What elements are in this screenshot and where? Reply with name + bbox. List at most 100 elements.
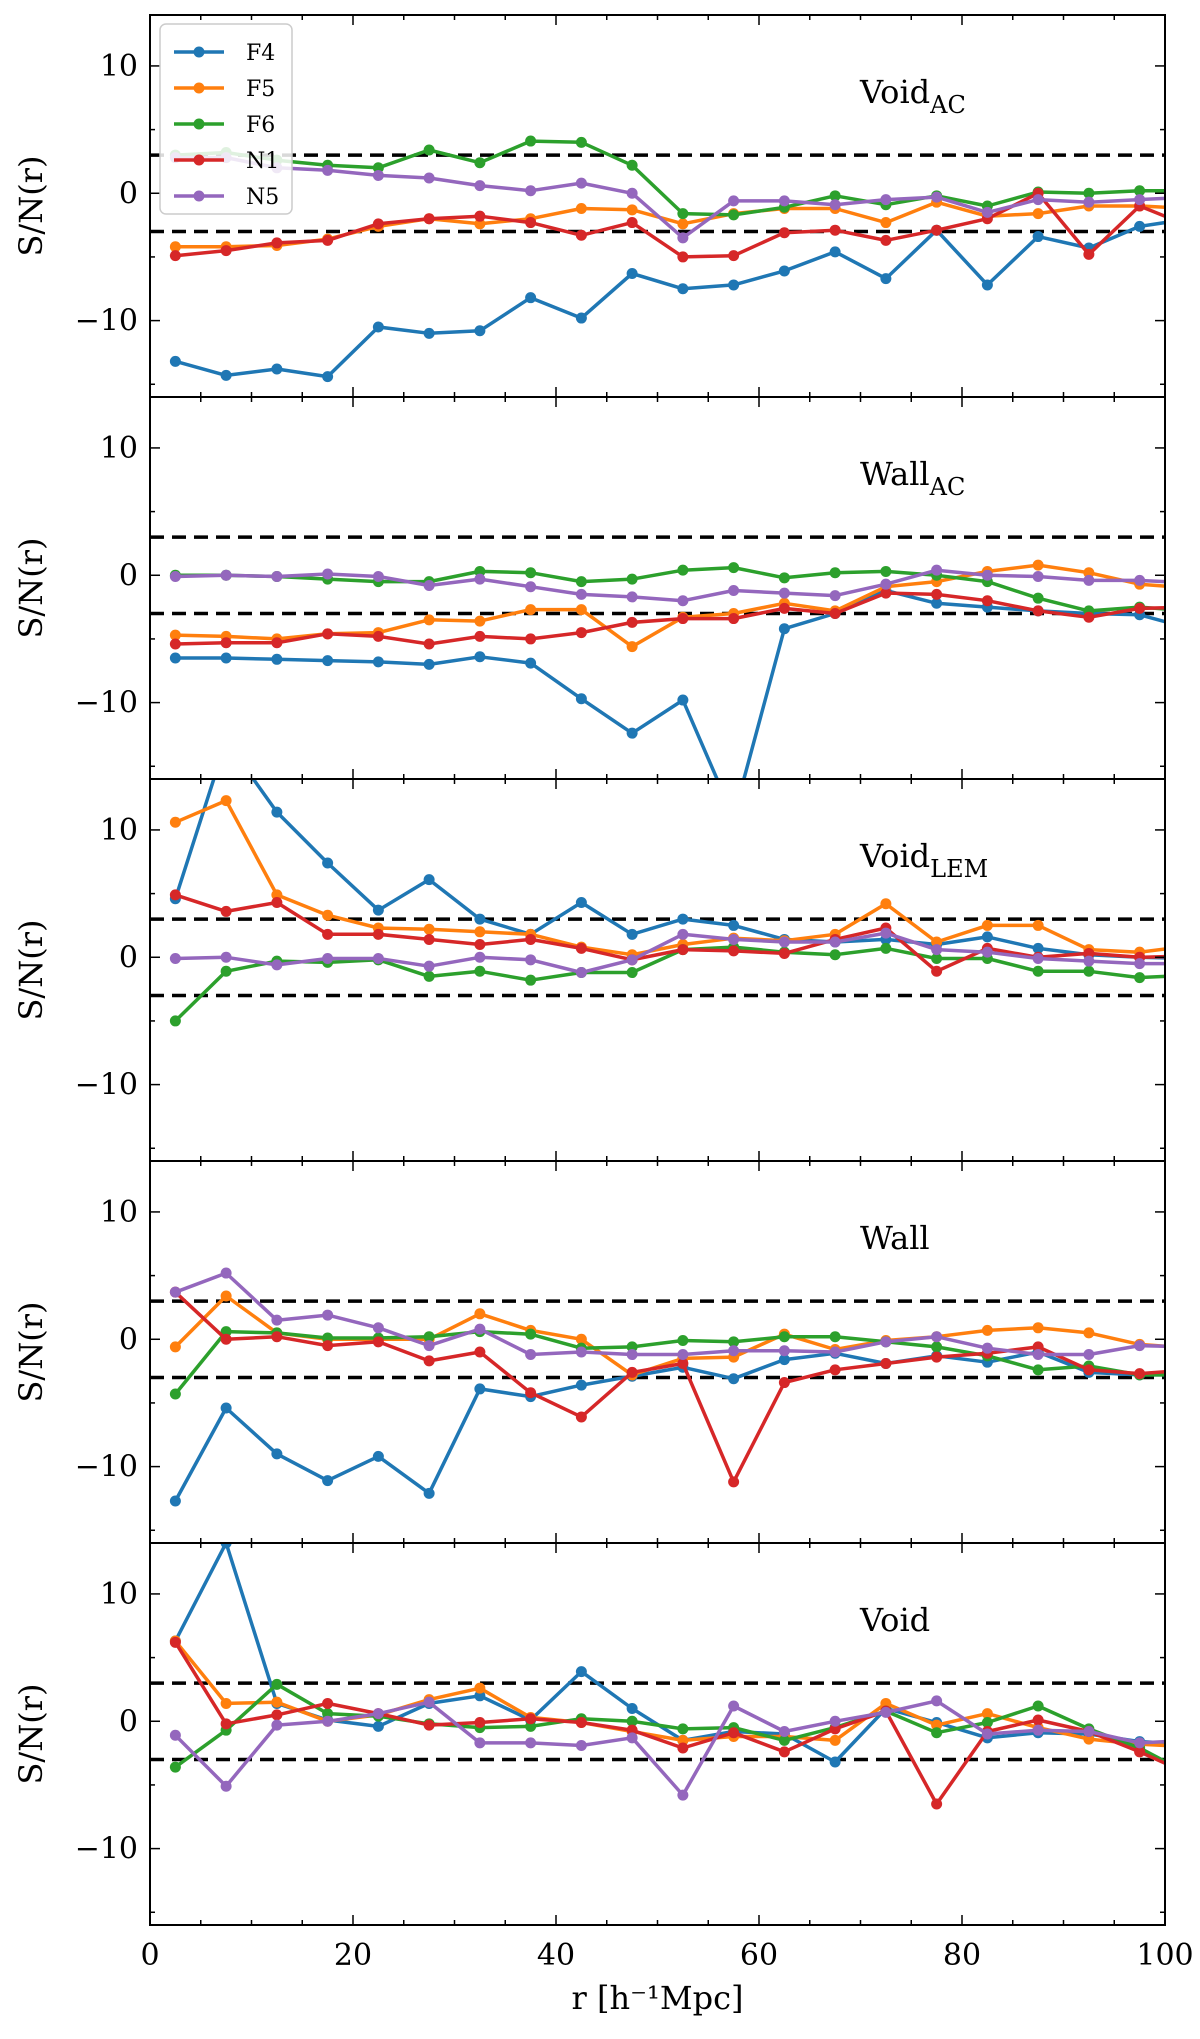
data-point-n5 bbox=[1185, 1735, 1196, 1746]
data-point-f6 bbox=[525, 974, 537, 986]
data-point-n1 bbox=[1185, 1364, 1196, 1375]
data-point-n5 bbox=[525, 1349, 537, 1361]
legend-label-n1: N1 bbox=[246, 149, 279, 174]
data-point-f4 bbox=[575, 897, 587, 909]
data-point-n5 bbox=[1083, 574, 1095, 586]
data-point-n1 bbox=[474, 1717, 486, 1729]
data-point-n5 bbox=[778, 936, 790, 948]
data-point-f6 bbox=[169, 1761, 181, 1773]
data-point-f6 bbox=[931, 953, 943, 965]
data-point-n5 bbox=[423, 1340, 435, 1352]
data-point-f6 bbox=[931, 1727, 943, 1739]
data-point-n5 bbox=[372, 169, 384, 181]
data-point-f4 bbox=[981, 931, 993, 943]
data-point-f6 bbox=[322, 1332, 334, 1344]
data-point-n1 bbox=[322, 628, 334, 640]
data-point-n1 bbox=[1185, 602, 1196, 613]
data-point-n1 bbox=[169, 638, 181, 650]
data-point-f5 bbox=[169, 816, 181, 828]
data-point-n1 bbox=[1134, 602, 1146, 614]
data-point-n5 bbox=[728, 1700, 740, 1712]
data-point-f6 bbox=[677, 1723, 689, 1735]
data-point-n5 bbox=[626, 1732, 638, 1744]
data-point-n5 bbox=[728, 1345, 740, 1357]
data-point-n5 bbox=[880, 1706, 892, 1718]
data-point-n5 bbox=[372, 953, 384, 965]
x-tick-label: 60 bbox=[740, 1938, 778, 1973]
data-point-f5 bbox=[220, 1290, 232, 1302]
data-point-n1 bbox=[728, 945, 740, 957]
data-point-f4 bbox=[474, 651, 486, 663]
data-point-n5 bbox=[1185, 192, 1196, 203]
data-point-n5 bbox=[525, 581, 537, 593]
series-group bbox=[169, 135, 1196, 383]
data-point-n1 bbox=[931, 965, 943, 977]
panel-label: WallAC bbox=[860, 455, 965, 501]
data-point-n1 bbox=[677, 944, 689, 956]
panel-2: −10 0 10 S/N(r) WallAC bbox=[12, 396, 1196, 780]
data-point-n1 bbox=[271, 1709, 283, 1721]
data-point-n1 bbox=[271, 637, 283, 649]
data-point-n1 bbox=[880, 234, 892, 246]
data-point-n1 bbox=[829, 224, 841, 236]
data-point-n5 bbox=[829, 199, 841, 211]
data-point-f5 bbox=[677, 218, 689, 230]
data-point-n1 bbox=[322, 1340, 334, 1352]
data-point-n5 bbox=[322, 164, 334, 176]
data-point-n5 bbox=[1185, 958, 1196, 969]
data-point-n5 bbox=[1032, 194, 1044, 206]
data-point-f4 bbox=[728, 919, 740, 931]
data-point-f5 bbox=[322, 909, 334, 921]
data-point-f6 bbox=[220, 1326, 232, 1338]
data-point-f5 bbox=[880, 217, 892, 229]
y-tick-label: 10 bbox=[100, 1195, 138, 1230]
data-point-n5 bbox=[474, 1737, 486, 1749]
data-point-n5 bbox=[322, 1715, 334, 1727]
data-point-f5 bbox=[677, 1734, 689, 1746]
data-point-f4 bbox=[271, 363, 283, 375]
data-point-f4 bbox=[271, 653, 283, 665]
data-point-f5 bbox=[169, 1341, 181, 1353]
data-point-n5 bbox=[829, 936, 841, 948]
data-point-n1 bbox=[271, 237, 283, 249]
data-point-f4 bbox=[169, 355, 181, 367]
data-point-n1 bbox=[626, 1724, 638, 1736]
data-point-n1 bbox=[728, 1476, 740, 1488]
data-point-n1 bbox=[322, 928, 334, 940]
data-point-f5 bbox=[880, 1697, 892, 1709]
data-point-f5 bbox=[423, 923, 435, 935]
data-point-n5 bbox=[880, 578, 892, 590]
data-point-n1 bbox=[474, 210, 486, 222]
series-line-n1 bbox=[174, 1290, 1165, 1484]
data-point-f6 bbox=[778, 572, 790, 584]
data-point-n5 bbox=[931, 944, 943, 956]
data-point-f6 bbox=[880, 565, 892, 577]
data-point-f6 bbox=[525, 567, 537, 579]
data-point-n5 bbox=[1083, 1725, 1095, 1737]
data-point-f4 bbox=[626, 267, 638, 279]
data-point-f4 bbox=[728, 279, 740, 291]
data-point-f4 bbox=[626, 727, 638, 739]
data-point-f4 bbox=[372, 321, 384, 333]
data-point-n1 bbox=[1083, 1364, 1095, 1376]
data-point-f4 bbox=[220, 652, 232, 664]
data-point-f6 bbox=[829, 949, 841, 961]
data-point-n5 bbox=[322, 1309, 334, 1321]
legend-marker-f6 bbox=[193, 118, 205, 130]
data-point-f6 bbox=[1185, 185, 1196, 196]
data-point-n5 bbox=[575, 588, 587, 600]
data-point-f6 bbox=[220, 965, 232, 977]
data-point-n1 bbox=[423, 638, 435, 650]
data-point-n5 bbox=[1134, 958, 1146, 970]
data-point-f5 bbox=[423, 614, 435, 626]
data-point-f6 bbox=[474, 965, 486, 977]
data-point-f6 bbox=[677, 564, 689, 576]
data-point-f4 bbox=[626, 1703, 638, 1715]
data-point-f6 bbox=[829, 1331, 841, 1343]
data-point-n5 bbox=[169, 1729, 181, 1741]
data-point-n1 bbox=[1083, 611, 1095, 623]
data-point-f5 bbox=[880, 898, 892, 910]
data-point-f5 bbox=[271, 1696, 283, 1708]
data-point-f4 bbox=[271, 806, 283, 818]
data-point-f6 bbox=[880, 942, 892, 954]
